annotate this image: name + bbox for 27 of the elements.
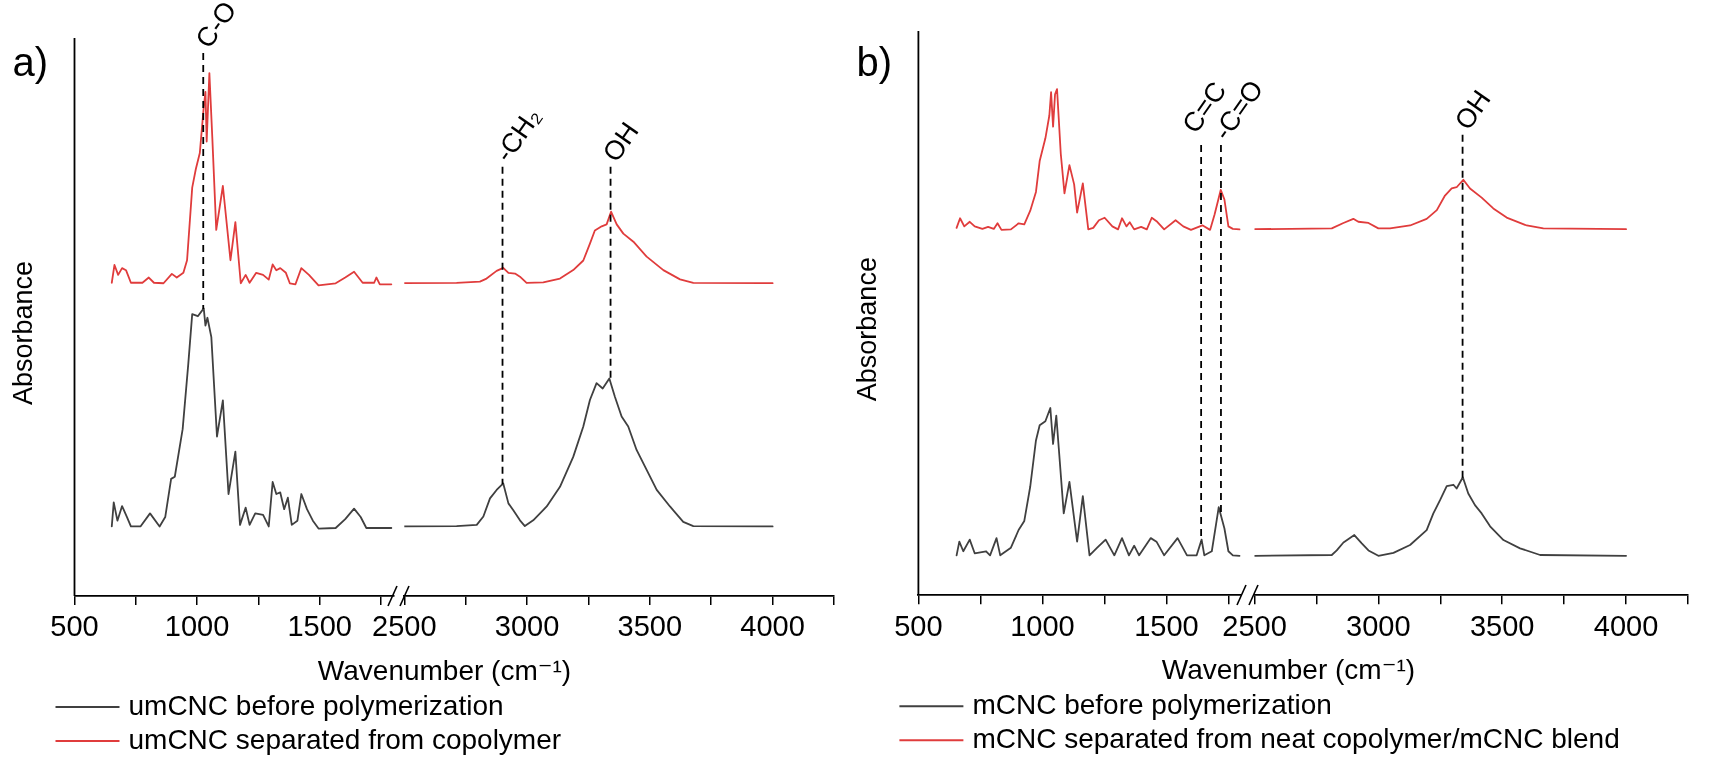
chart-title: b) bbox=[856, 40, 892, 85]
legend-label: mCNC before polymerization bbox=[972, 689, 1332, 721]
x-tick-label: 3000 bbox=[494, 610, 560, 643]
x-tick-label: 1000 bbox=[164, 610, 230, 643]
ref-line-label: OH bbox=[596, 116, 645, 168]
x-tick-label: 500 bbox=[894, 609, 943, 642]
x-axis-title: Wavenumber (cm⁻¹) bbox=[317, 654, 572, 686]
x-tick-label: 4000 bbox=[1593, 609, 1659, 642]
ref-line-label: OH bbox=[1448, 84, 1497, 136]
x-tick-label: 4000 bbox=[740, 610, 805, 643]
x-tick-label: 3000 bbox=[1346, 609, 1411, 642]
x-tick-label: 1500 bbox=[287, 610, 352, 643]
x-tick-label: 2500 bbox=[1222, 609, 1287, 642]
y-axis-title: Absorbance bbox=[851, 257, 882, 402]
y-axis-title: Absorbance bbox=[7, 260, 38, 406]
x-tick-label: 3500 bbox=[1469, 609, 1535, 642]
x-tick-label: 1000 bbox=[1010, 609, 1075, 642]
legend-label: mCNC separated from neat copolymer/mCNC blend bbox=[972, 723, 1620, 755]
ref-line-label: C-O bbox=[189, 0, 243, 54]
chart-title: a) bbox=[12, 40, 49, 85]
x-tick-label: 3500 bbox=[617, 610, 683, 643]
legend-label: umCNC separated from copolymer bbox=[128, 723, 562, 755]
x-tick-label: 500 bbox=[50, 610, 99, 643]
legend-label: umCNC before polymerization bbox=[128, 689, 504, 721]
x-tick-label: 1500 bbox=[1134, 609, 1199, 642]
x-axis-title: Wavenumber (cm⁻¹) bbox=[1161, 654, 1416, 686]
x-tick-label: 2500 bbox=[372, 610, 437, 643]
